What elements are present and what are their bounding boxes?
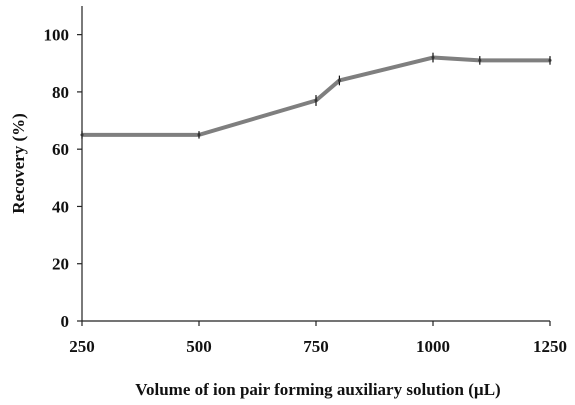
y-tick-label: 80 <box>52 83 69 102</box>
x-tick-label: 1250 <box>533 337 567 356</box>
x-tick-label: 750 <box>303 337 329 356</box>
series-layer <box>80 52 552 139</box>
data-point <box>337 78 341 82</box>
data-point <box>197 133 201 137</box>
x-tick-label: 1000 <box>416 337 450 356</box>
x-tick-label: 500 <box>186 337 212 356</box>
y-tick-label: 40 <box>52 197 69 216</box>
data-point <box>431 56 435 60</box>
y-axis-title: Recovery (%) <box>9 113 28 214</box>
y-tick-label: 0 <box>61 312 70 331</box>
y-tick-label: 60 <box>52 140 69 159</box>
data-point <box>548 58 552 62</box>
y-tick-label: 100 <box>44 26 70 45</box>
x-tick-label: 250 <box>69 337 95 356</box>
data-point <box>478 58 482 62</box>
data-point <box>314 99 318 102</box>
y-tick-label: 20 <box>52 255 69 274</box>
data-point <box>80 133 84 137</box>
y-axis: 0 20 40 60 80 100 <box>44 6 83 331</box>
x-axis-title: Volume of ion pair forming auxiliary sol… <box>135 380 500 399</box>
x-axis: 250 500 750 1000 1250 <box>69 320 567 356</box>
